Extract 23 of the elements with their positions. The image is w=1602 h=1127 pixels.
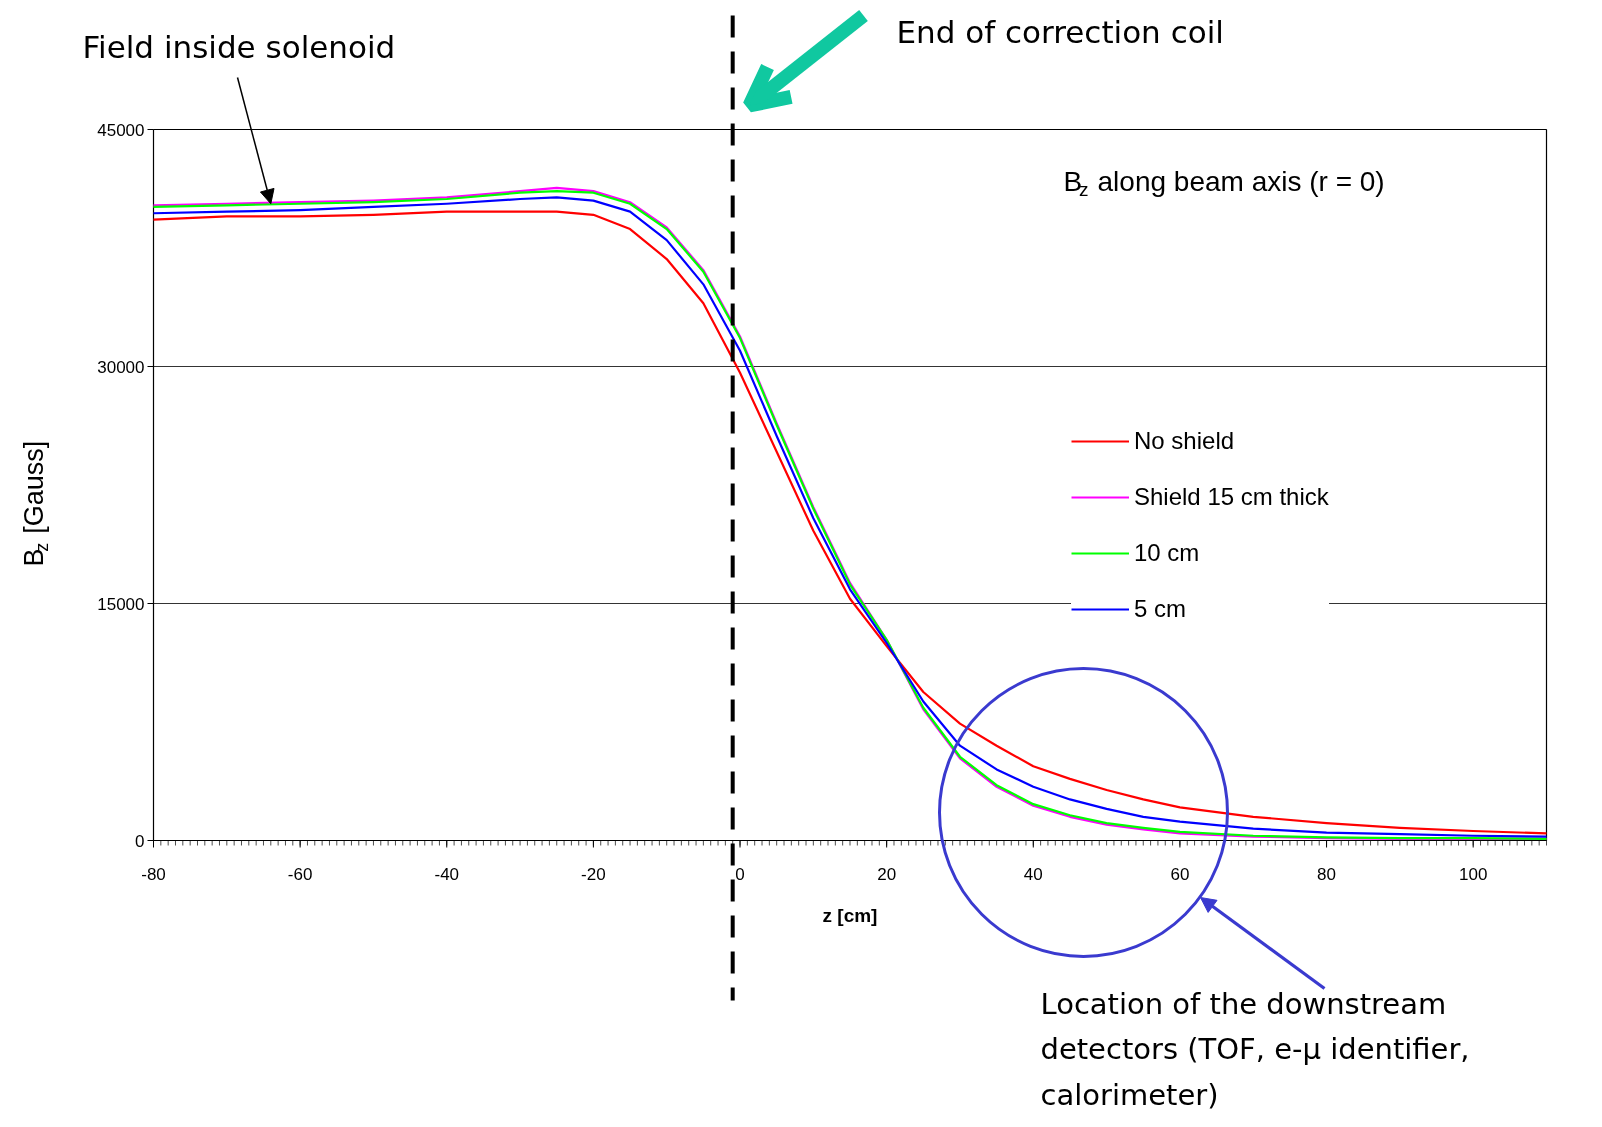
x-tick-label: 100 bbox=[1459, 864, 1488, 884]
y-tick-label: 30000 bbox=[97, 357, 145, 377]
x-tick-label: 60 bbox=[1170, 864, 1190, 884]
legend-label: 5 cm bbox=[1134, 594, 1187, 623]
x-tick-label: -80 bbox=[141, 864, 166, 884]
y-tick-label: 0 bbox=[135, 831, 145, 851]
text: Location of the downstream detectors (TOF, e-μ identifier, calorimeter) bbox=[1040, 986, 1470, 1113]
text: End of correction coil bbox=[896, 13, 1224, 50]
x-tick-label: 20 bbox=[877, 864, 897, 884]
x-tick-label: -40 bbox=[434, 864, 460, 884]
annotation: Field inside solenoid bbox=[82, 28, 396, 65]
x-tick-label: -60 bbox=[287, 864, 313, 884]
x-tick-label: 80 bbox=[1317, 864, 1337, 884]
y-tick-label: 15000 bbox=[97, 594, 145, 614]
legend-label: 10 cm bbox=[1134, 538, 1200, 567]
x-tick-label: -20 bbox=[581, 864, 606, 884]
legend-label: Shield 15 cm thick bbox=[1134, 482, 1329, 511]
x-axis-title: z [cm] bbox=[822, 905, 878, 926]
y-axis-title: Bz [Gauss] bbox=[18, 440, 52, 567]
y-tick-label: 45000 bbox=[97, 120, 145, 140]
x-tick-label: 0 bbox=[735, 864, 745, 884]
legend-label: No shield bbox=[1134, 426, 1235, 455]
x-tick-label: 40 bbox=[1023, 864, 1043, 884]
